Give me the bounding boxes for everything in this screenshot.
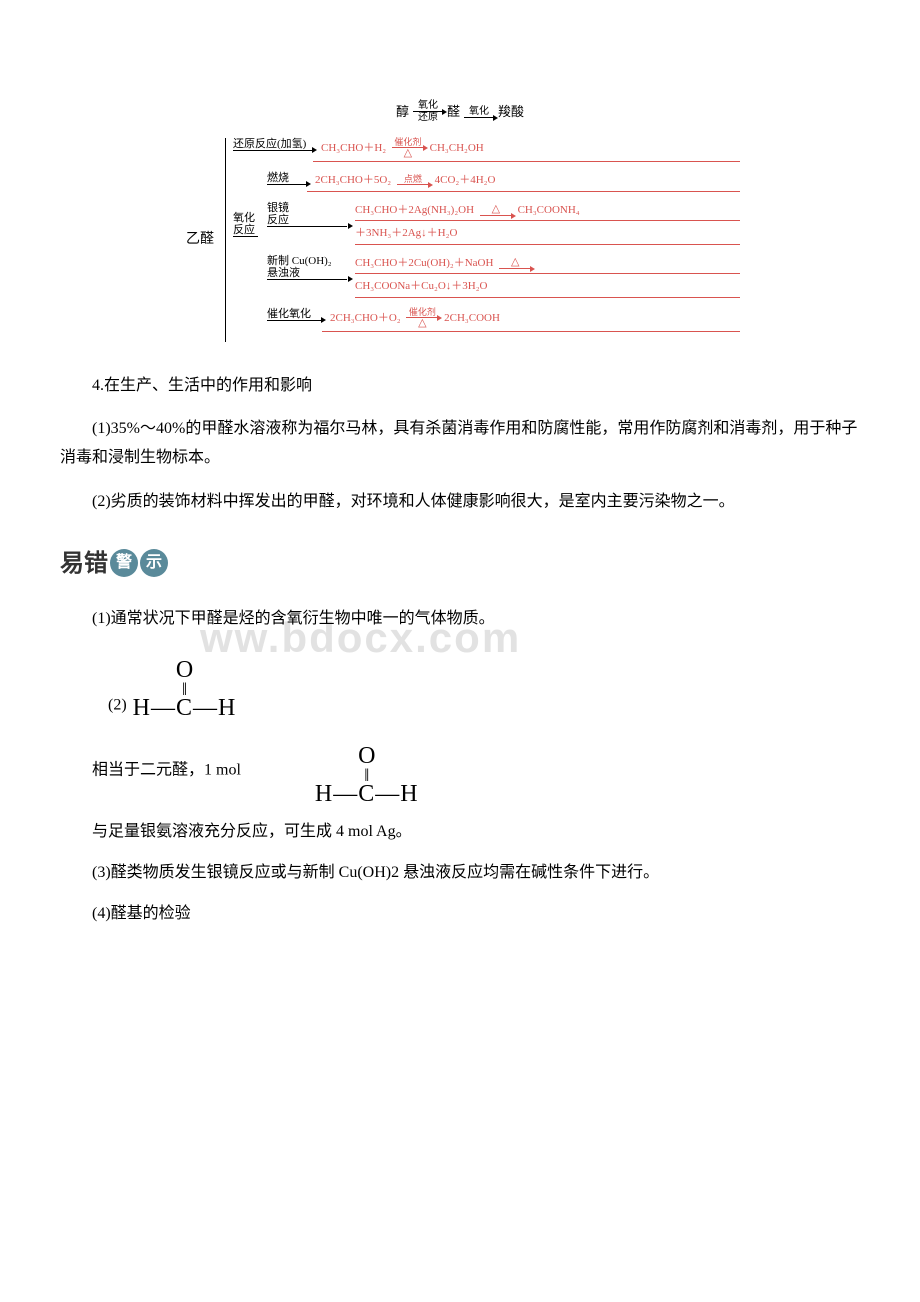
catalytic-equation: 2CH₃CHO＋O₂ 催化剂 △ 2CH₃COOH	[322, 308, 740, 332]
copper-equation-line2: CH₃COONa＋Cu₂O↓＋3H₂O	[355, 278, 740, 298]
oxidation-section: 氧化反应 燃烧 2CH₃CHO＋5O₂ 点燃 4CO₂＋4H₂O	[233, 172, 740, 342]
reduction-equation: CH₃CHO＋H₂ 催化剂 △ CH₃CH₂OH	[313, 138, 740, 162]
badge-text-1: 易	[60, 542, 84, 585]
oxidation-reduction-arrow: 氧化 还原	[413, 100, 443, 123]
section-4-p1: (1)35%～40%的甲醛水溶液称为福尔马林，具有杀菌消毒作用和防腐性能，常用作…	[60, 415, 860, 473]
silver-equation-line2: ＋3NH₃＋2Ag↓＋H₂O	[355, 225, 740, 245]
main-bracket	[225, 138, 228, 342]
aldehyde-label: 醛	[447, 102, 460, 122]
section-4-heading: 4.在生产、生活中的作用和影响	[60, 372, 860, 401]
warning-5: (4)醛基的检验	[60, 900, 860, 929]
combustion-equation: 2CH₃CHO＋5O₂ 点燃 4CO₂＋4H₂O	[307, 172, 740, 192]
oxidation-group-label: 氧化反应	[233, 172, 258, 237]
reduction-branch: 还原反应(加氢) CH₃CHO＋H₂ 催化剂 △ CH₃CH₂OH	[233, 138, 740, 166]
badge-circle-1: 警	[110, 549, 138, 577]
combustion-branch: 燃烧 2CH₃CHO＋5O₂ 点燃 4CO₂＋4H₂O	[267, 172, 740, 196]
combustion-label: 燃烧	[267, 172, 307, 185]
item-2-prefix: (2)	[108, 696, 127, 713]
warning-3-line1: 相当于二元醛，1 mol O ‖ H—C—H	[60, 735, 860, 806]
copper-equation-line1: CH₃CHO＋2Cu(OH)₂＋NaOH △	[355, 255, 740, 275]
double-bond: ‖	[182, 682, 187, 696]
hch-chain: H—C—H	[133, 696, 237, 720]
reduction-label: 还原反应(加氢)	[233, 138, 313, 151]
copper-label: 新制 Cu(OH)₂ 悬浊液	[267, 255, 347, 280]
alcohol-aldehyde-acid-relation: 醇 氧化 还原 醛 氧化 羧酸	[180, 100, 740, 123]
catalytic-oxidation-branch: 催化氧化 2CH₃CHO＋O₂ 催化剂 △ 2CH₃COOH	[267, 308, 740, 336]
badge-circle-2: 示	[140, 549, 168, 577]
warning-3-line2: 与足量银氨溶液充分反应，可生成 4 mol Ag。	[60, 818, 860, 847]
section-4-p2: (2)劣质的装饰材料中挥发出的甲醛，对环境和人体健康影响很大，是室内主要污染物之…	[60, 488, 860, 517]
warning-1: (1)通常状况下甲醛是烃的含氧衍生物中唯一的气体物质。	[60, 605, 860, 634]
warning-4: (3)醛类物质发生银镜反应或与新制 Cu(OH)2 悬浊液反应均需在碱性条件下进…	[60, 859, 860, 888]
silver-mirror-label: 银镜 反应	[267, 202, 347, 227]
carboxylic-acid-label: 羧酸	[498, 102, 524, 122]
formaldehyde-structure-1: (2) O ‖ H—C—H	[108, 649, 860, 720]
acetaldehyde-reaction-diagram: 醇 氧化 还原 醛 氧化 羧酸 乙醛 还原反应(加氢)	[180, 100, 740, 342]
badge-text-2: 错	[84, 542, 108, 585]
root-acetaldehyde-label: 乙醛	[180, 138, 220, 342]
silver-equation-line1: CH₃CHO＋2Ag(NH₃)₂OH △ CH₃COONH₄	[355, 202, 740, 222]
alcohol-label: 醇	[396, 102, 409, 122]
catalytic-label: 催化氧化	[267, 308, 322, 321]
oxidation-arrow: 氧化	[464, 106, 494, 118]
error-warning-heading: 易 错 警 示	[60, 542, 860, 585]
silver-mirror-branch: 银镜 反应 CH₃CHO＋2Ag(NH₃)₂OH △	[267, 202, 740, 249]
copper-hydroxide-branch: 新制 Cu(OH)₂ 悬浊液 CH₃CHO＋2Cu(OH)₂＋NaOH △	[267, 255, 740, 302]
formaldehyde-structure-2: O ‖ H—C—H	[283, 744, 419, 806]
